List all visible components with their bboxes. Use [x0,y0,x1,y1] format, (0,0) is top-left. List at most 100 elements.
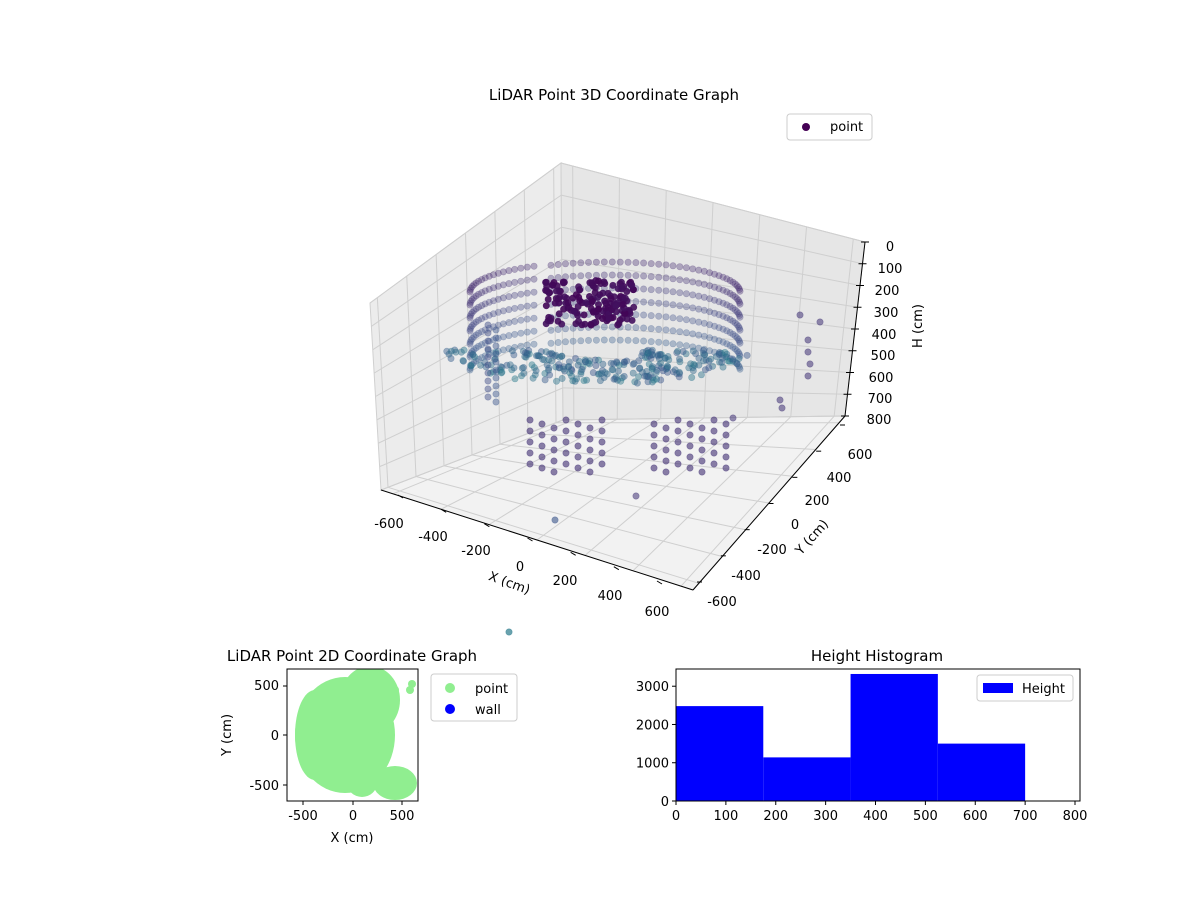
point-3d [669,340,677,348]
point-3d [649,351,657,359]
point-3d [529,374,537,382]
y-tick: 3000 [636,680,669,695]
point-3d [532,352,540,360]
point-3d [706,282,714,290]
y-tick: 2000 [636,718,669,733]
point-3d [614,285,622,293]
point-3d [540,356,548,364]
point-3d [517,277,525,285]
x-tick: 500 [913,809,938,824]
y-axis-ticks-3d: -600 -400 -200 0 200 400 600 [707,448,872,610]
point-3d [709,362,717,370]
point-3d [574,302,582,310]
point-3d [650,464,658,472]
point-3d [472,279,480,287]
y-tick: -500 [249,779,279,794]
point-3d [494,282,502,290]
point-3d [555,364,563,372]
point-3d [663,368,671,376]
point-3d [548,350,556,358]
point-3d [494,347,502,355]
point-3d [649,374,657,382]
z-axis-label-3d: H (cm) [911,304,926,348]
point-3d [539,355,547,363]
point-3d [729,414,737,422]
point-3d [472,318,480,326]
point-3d [700,267,708,275]
point-cluster-lower-right [373,766,417,800]
point-3d [552,287,560,295]
point-3d [638,352,646,360]
point-3d [700,280,708,288]
point-3d [541,376,549,384]
point-3d [735,349,743,357]
point-3d [468,360,476,368]
point-3d [485,285,493,293]
point-3d [655,338,663,346]
point-3d [558,352,566,360]
point-3d [611,375,619,383]
point-3d [689,367,697,375]
point-3d [470,333,478,341]
point-3d [600,336,608,344]
point-3d [580,311,588,319]
point-3d [664,352,672,360]
point-3d [466,364,474,372]
point-3d [650,420,658,428]
x-tick-mark [527,537,533,542]
point-3d [665,356,673,364]
legend-histogram: Height [976,674,1074,702]
point-3d [735,298,743,306]
point-3d [655,286,663,294]
point-3d [475,355,483,363]
point-3d [481,358,489,366]
histogram-title: Height Histogram [811,647,943,665]
point-3d [525,350,533,358]
point-3d [511,278,519,286]
grid-line [378,355,563,444]
point-3d [535,352,543,360]
point-3d [726,315,734,323]
point-3d [598,314,606,322]
point-3d [598,366,606,374]
x-axis-label-3d: X (cm) [486,569,532,598]
point-3d [644,349,652,357]
point-3d [719,363,727,371]
point-3d [710,427,718,435]
point-3d [467,336,475,344]
point-3d [467,323,475,331]
point-3d [706,308,714,316]
point-3d [489,297,497,305]
point-3d [530,262,538,270]
point-3d [569,377,577,385]
point-3d [640,298,648,306]
point-3d [647,325,655,333]
point-3d [621,294,629,302]
legend-height-label: Height [1022,682,1065,697]
point-3d [674,427,682,435]
point-3d [695,292,703,300]
point-3d [662,287,670,295]
point-3d [568,366,576,374]
z-tick: 700 [868,392,893,407]
point-3d [702,356,710,364]
point-3d [517,290,525,298]
axes-2d-ticks: -500 0 500 500 0 -500 [249,679,414,824]
point-3d [466,327,474,335]
point-3d [468,321,476,329]
x-tick-mark [484,523,490,528]
point-3d [735,284,743,292]
point-3d [630,303,638,311]
point-3d [511,317,519,325]
point-3d [574,464,582,472]
point-3d [523,341,531,349]
y-tick: 600 [848,448,873,463]
point-3d [505,306,513,314]
point-3d [676,370,684,378]
point-3d [689,364,697,372]
point-3d [614,367,622,375]
point-3d [597,370,605,378]
point-3d [555,310,563,318]
point-3d [466,353,474,361]
point-3d [676,358,684,366]
